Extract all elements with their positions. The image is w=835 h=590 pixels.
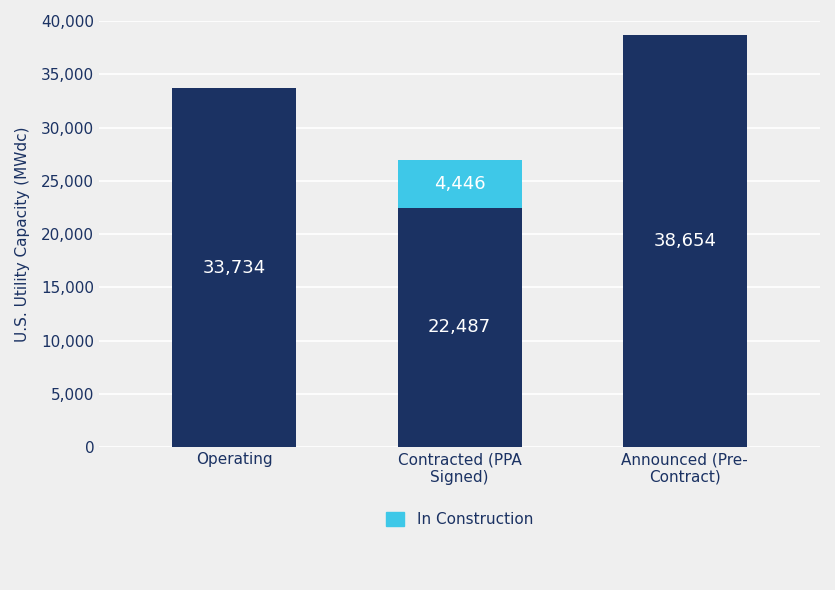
Text: 33,734: 33,734 <box>203 258 266 277</box>
Text: 38,654: 38,654 <box>653 232 716 250</box>
Text: 22,487: 22,487 <box>428 319 491 336</box>
Text: 4,446: 4,446 <box>433 175 485 193</box>
Bar <box>397 160 522 208</box>
Bar <box>172 88 296 447</box>
Y-axis label: U.S. Utility Capacity (MWdc): U.S. Utility Capacity (MWdc) <box>15 126 30 342</box>
Legend: In Construction: In Construction <box>380 506 539 533</box>
Bar <box>623 35 746 447</box>
Bar <box>397 208 522 447</box>
